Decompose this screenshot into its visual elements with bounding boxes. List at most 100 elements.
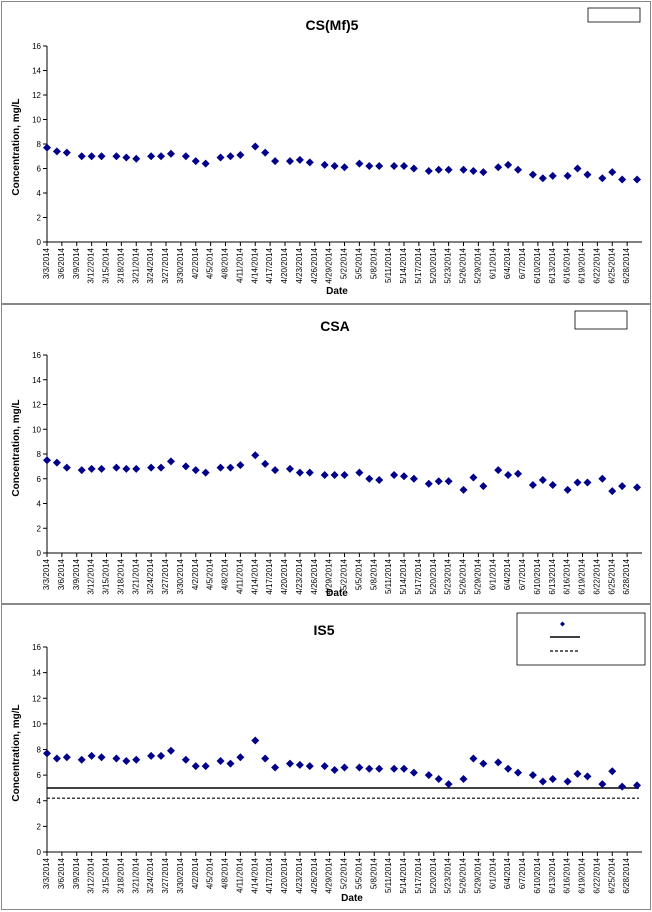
x-tick-label: 4/20/2014 — [280, 558, 289, 594]
x-tick-label: 6/1/2014 — [488, 558, 497, 590]
data-point — [62, 463, 71, 472]
data-point — [608, 767, 617, 776]
y-tick-label: 14 — [32, 669, 41, 678]
x-tick-label: 5/5/2014 — [354, 247, 363, 279]
data-point — [469, 473, 478, 482]
data-point — [226, 759, 235, 768]
x-tick-label: 6/28/2014 — [622, 558, 631, 594]
data-point — [122, 464, 131, 473]
data-point — [166, 149, 175, 158]
x-tick-label: 4/11/2014 — [235, 558, 244, 594]
y-tick-label: 10 — [32, 425, 41, 434]
y-tick-label: 16 — [32, 643, 41, 652]
x-tick-label: 3/21/2014 — [131, 558, 140, 594]
x-tick-label: 3/18/2014 — [116, 558, 125, 594]
data-point — [479, 168, 488, 177]
data-point — [375, 764, 384, 773]
x-tick-label: 6/25/2014 — [607, 857, 616, 893]
data-point — [305, 158, 314, 167]
data-point — [365, 474, 374, 483]
x-tick-label: 4/5/2014 — [206, 558, 215, 590]
y-axis-label: Concentration, mg/L — [11, 399, 22, 496]
data-point — [504, 764, 513, 773]
x-tick-label: 4/11/2014 — [235, 247, 244, 283]
x-tick-label: 6/13/2014 — [548, 558, 557, 594]
x-tick-label: 3/24/2014 — [146, 558, 155, 594]
data-point — [320, 160, 329, 169]
x-tick-label: 4/2/2014 — [191, 857, 200, 889]
x-tick-label: 4/29/2014 — [325, 558, 334, 594]
data-point — [365, 162, 374, 171]
data-point — [608, 168, 617, 177]
data-point — [563, 777, 572, 786]
data-point — [434, 165, 443, 174]
data-point — [459, 774, 468, 783]
chart-csa: CSA Date Concentration, mg/L 0 2 4 6 8 10 12 14… — [11, 310, 642, 599]
x-tick-label: 4/26/2014 — [310, 247, 319, 283]
y-tick-label: 4 — [37, 797, 42, 806]
x-tick-label: 5/8/2014 — [369, 857, 378, 889]
data-point — [400, 472, 408, 481]
data-point — [459, 485, 468, 494]
x-tick-label: 6/10/2014 — [533, 558, 542, 594]
data-point — [305, 468, 314, 477]
data-point — [330, 766, 339, 774]
data-point — [295, 760, 304, 769]
data-point — [548, 480, 557, 489]
x-tick-label: 3/3/2014 — [42, 558, 51, 590]
y-tick-label: 6 — [37, 475, 42, 484]
data-point — [251, 736, 260, 745]
legend-marker — [560, 621, 565, 627]
data-point — [528, 170, 537, 179]
x-tick-label: 3/30/2014 — [176, 558, 185, 594]
data-point — [340, 763, 349, 772]
data-point — [285, 157, 294, 166]
x-tick-label: 4/8/2014 — [221, 247, 230, 279]
data-point — [320, 471, 329, 480]
x-tick-label: 6/16/2014 — [563, 857, 572, 893]
data-point — [216, 757, 225, 766]
x-tick-label: 6/25/2014 — [607, 247, 616, 283]
y-tick-label: 0 — [37, 549, 42, 558]
x-tick-label: 6/4/2014 — [503, 857, 512, 889]
data-point — [97, 464, 106, 473]
data-point — [504, 160, 513, 169]
plot-area: 0 2 4 6 8 10 12 14 16 3/3/2014 3/6/2014 3/9/2014 3/1… — [32, 643, 642, 894]
data-point — [236, 461, 245, 470]
x-tick-label: 5/26/2014 — [459, 558, 468, 594]
x-tick-label: 5/23/2014 — [444, 247, 453, 283]
x-tick-label: 4/20/2014 — [280, 247, 289, 283]
x-tick-label: 5/14/2014 — [399, 857, 408, 893]
data-point — [598, 780, 607, 789]
data-point — [77, 152, 86, 161]
chart-panel-1: CS(Mf)5 Date Concentration, mg/L 0 2 4 6 8 10… — [1, 1, 651, 304]
data-point — [330, 471, 339, 480]
data-point — [434, 477, 443, 486]
x-tick-label: 6/22/2014 — [592, 558, 601, 594]
data-point — [181, 462, 190, 471]
data-point — [514, 165, 523, 174]
y-tick-label: 6 — [37, 771, 42, 780]
x-tick-label: 6/28/2014 — [622, 247, 631, 283]
data-point — [355, 468, 364, 477]
data-point — [538, 174, 547, 183]
y-tick-label: 4 — [37, 189, 42, 198]
data-point — [563, 485, 572, 494]
data-point — [365, 764, 374, 773]
data-point — [494, 758, 503, 767]
data-point — [528, 480, 537, 489]
x-tick-label: 3/6/2014 — [57, 247, 66, 279]
x-tick-label: 5/11/2014 — [384, 857, 393, 893]
data-point — [633, 483, 642, 492]
x-tick-label: 6/16/2014 — [563, 558, 572, 594]
chart-panel-2: CSA Date Concentration, mg/L 0 2 4 6 8 10 12 14… — [1, 304, 651, 604]
data-point — [598, 474, 607, 483]
x-tick-label: 5/29/2014 — [473, 857, 482, 893]
x-tick-label: 6/16/2014 — [563, 247, 572, 283]
x-tick-label: 6/4/2014 — [503, 558, 512, 590]
x-tick-label: 6/22/2014 — [592, 857, 601, 893]
data-point — [573, 478, 582, 487]
data-point — [633, 781, 642, 790]
x-tick-label: 4/8/2014 — [221, 857, 230, 889]
data-point — [261, 754, 270, 763]
